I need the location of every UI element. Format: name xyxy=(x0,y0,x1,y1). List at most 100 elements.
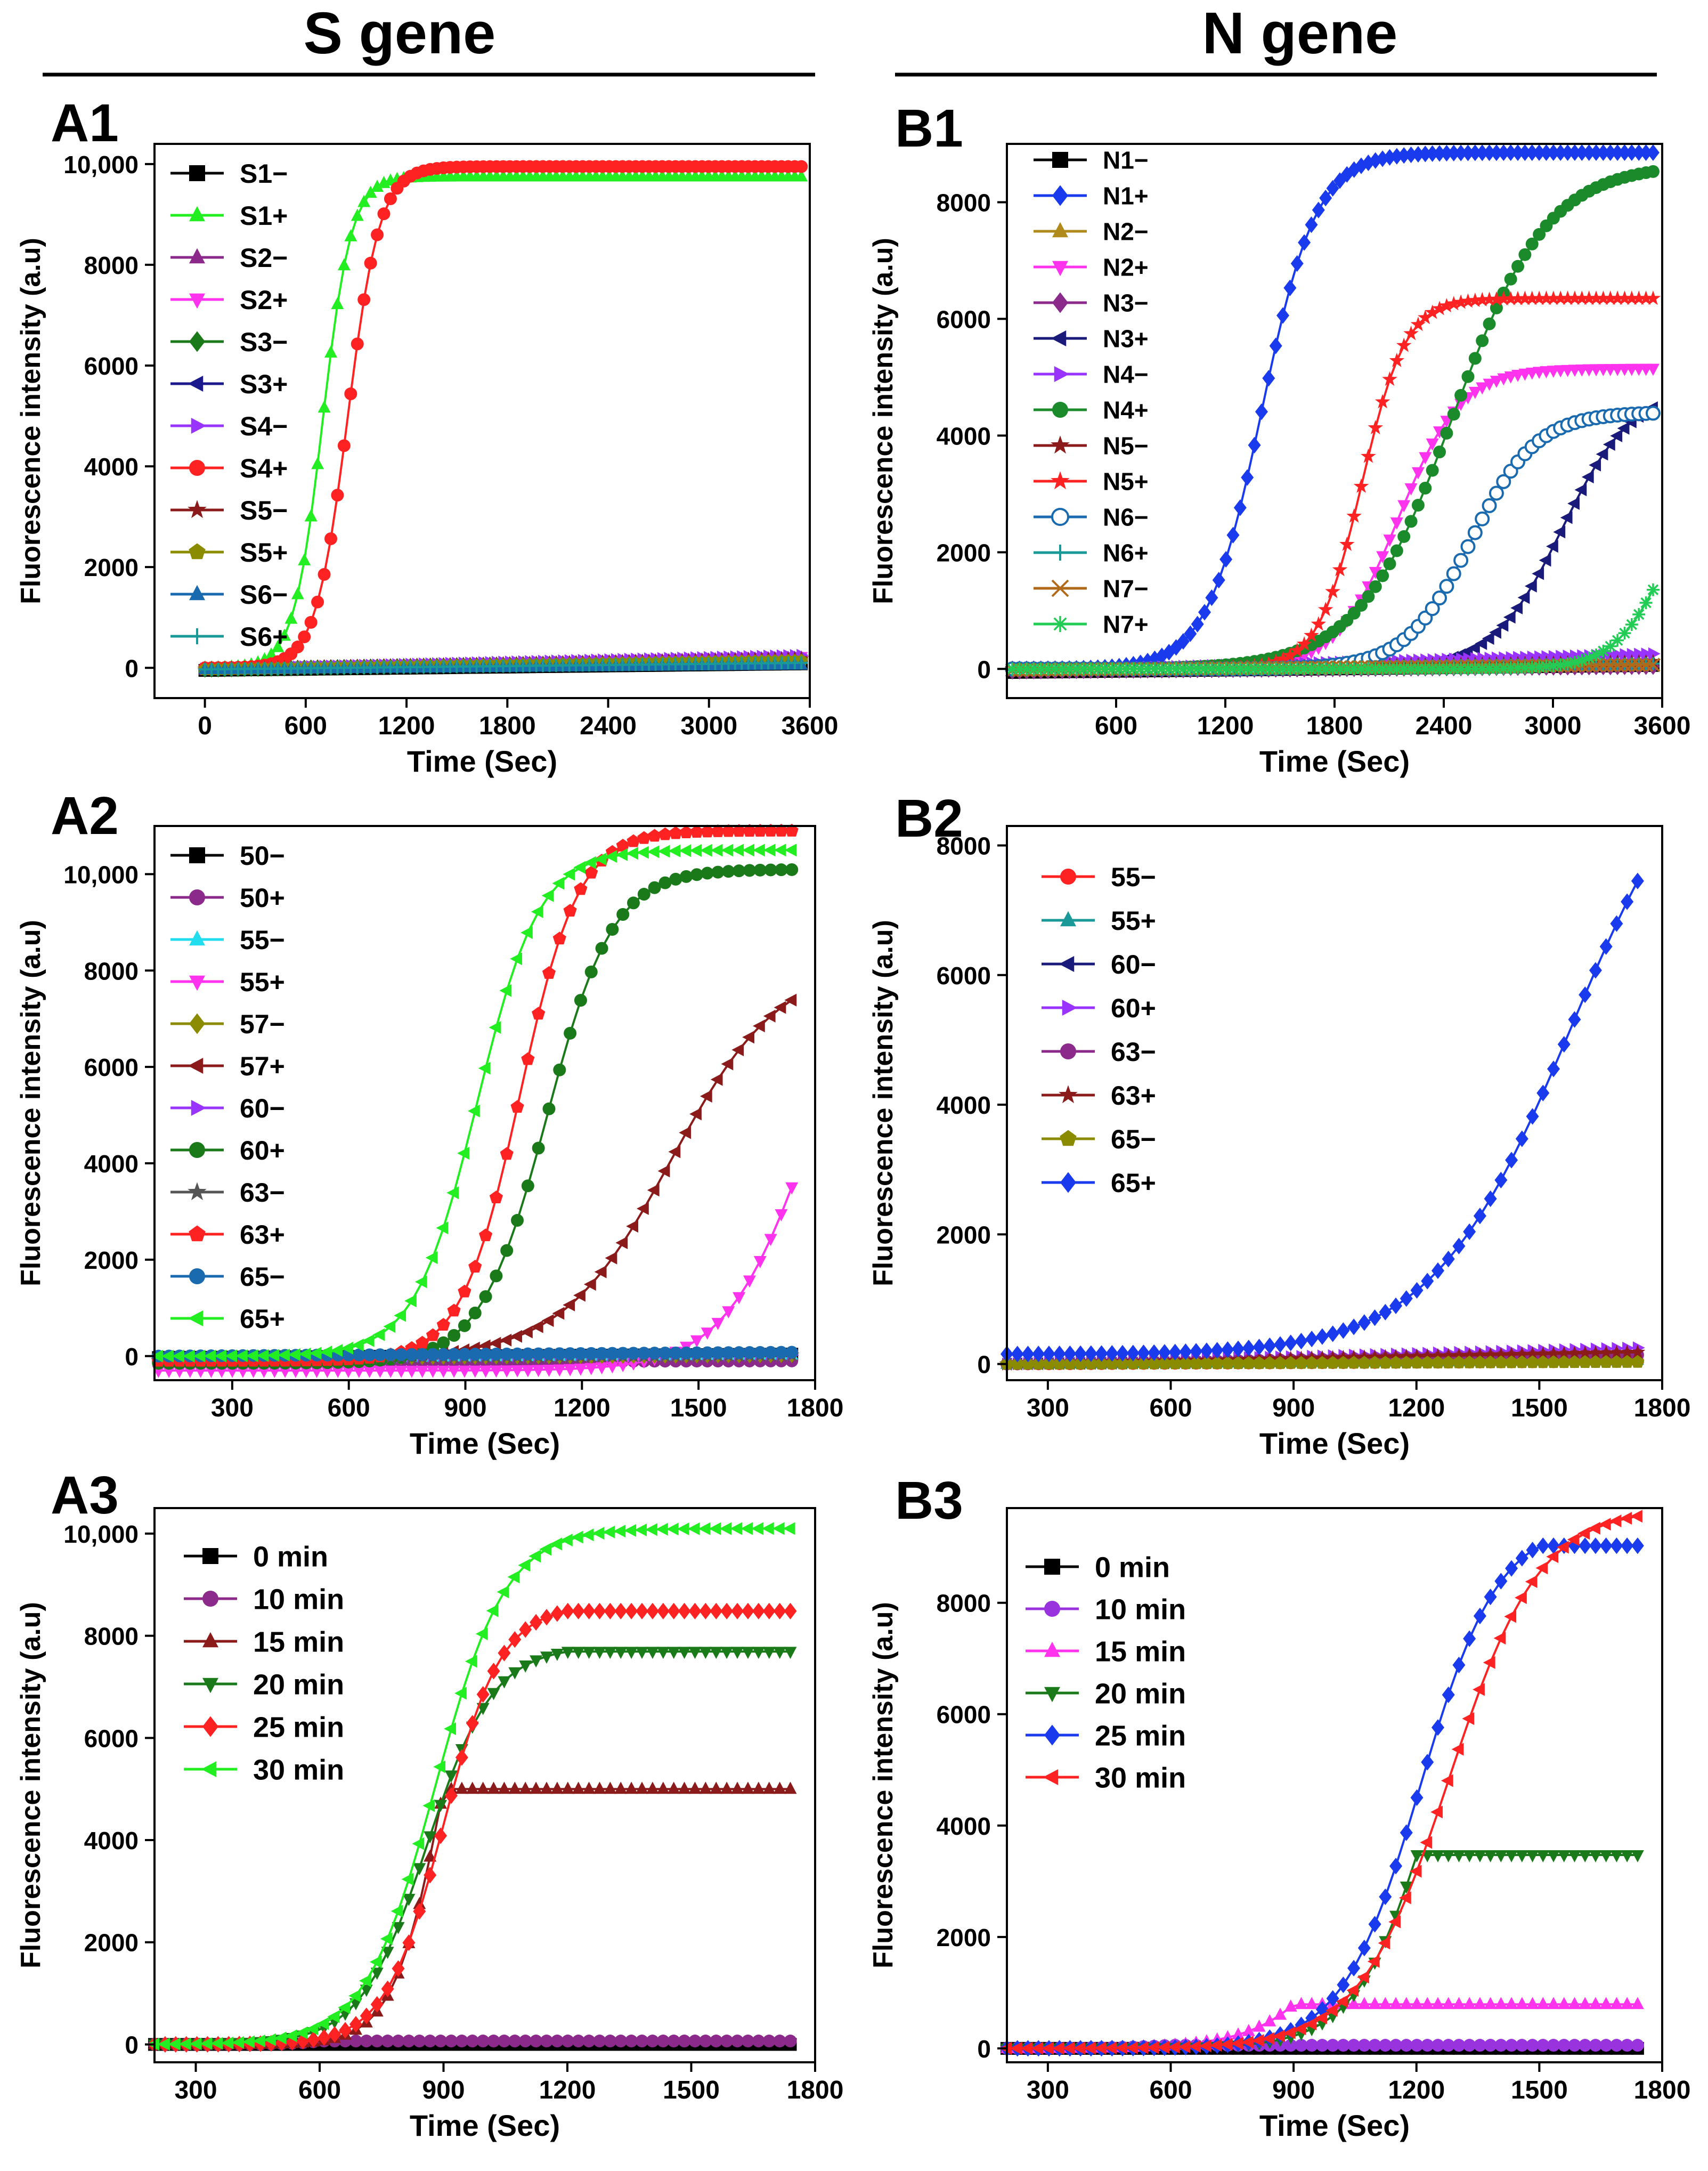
data-point xyxy=(1648,647,1661,660)
data-point xyxy=(647,1184,660,1197)
data-point xyxy=(434,1800,448,1812)
legend-marker xyxy=(189,847,205,863)
data-point xyxy=(688,2035,702,2048)
data-point xyxy=(490,1269,503,1283)
data-point xyxy=(357,195,371,207)
data-point xyxy=(667,1781,680,1794)
data-point xyxy=(402,1893,416,1906)
data-point xyxy=(498,1781,511,1794)
legend-marker xyxy=(1044,1724,1060,1746)
data-point xyxy=(298,630,311,644)
data-point xyxy=(1526,2039,1539,2052)
data-point xyxy=(448,1348,461,1361)
data-point xyxy=(1475,511,1490,526)
legend-label: N6− xyxy=(1103,504,1149,531)
legend-label: 65− xyxy=(240,1262,285,1292)
data-point xyxy=(1084,662,1097,676)
data-point xyxy=(1483,1347,1498,1362)
legend-marker xyxy=(1052,222,1068,238)
data-point xyxy=(584,1347,598,1360)
series-65-plus xyxy=(151,844,797,1363)
data-point xyxy=(1631,872,1644,889)
y-tick-label: 8000 xyxy=(84,957,139,985)
data-point xyxy=(1317,602,1333,617)
data-point xyxy=(1589,1997,1602,2010)
data-point xyxy=(1620,1512,1632,1525)
data-point xyxy=(351,208,364,221)
data-point xyxy=(774,1001,786,1014)
data-point xyxy=(489,1190,503,1204)
legend-label: N2− xyxy=(1103,218,1149,246)
legend-item: 30 min xyxy=(1026,1762,1186,1794)
data-point xyxy=(572,2035,585,2048)
data-point xyxy=(476,2035,490,2048)
legend-marker xyxy=(1052,185,1068,206)
data-point xyxy=(775,1346,788,1359)
series-30-min xyxy=(999,1510,1642,2055)
data-point xyxy=(1442,1355,1455,1368)
data-point xyxy=(318,400,331,413)
legend-label: N7− xyxy=(1103,575,1149,603)
data-point xyxy=(699,1647,712,1659)
data-point xyxy=(1126,1344,1140,1362)
data-point xyxy=(1442,1850,1455,1862)
data-point xyxy=(1355,157,1368,174)
y-axis-label: Fluorescence intensity (a.u) xyxy=(868,238,899,604)
data-point xyxy=(1167,2040,1180,2054)
data-point xyxy=(1514,1346,1530,1361)
data-point xyxy=(499,1333,512,1347)
data-point xyxy=(1210,1356,1224,1370)
data-point xyxy=(773,1781,786,1794)
data-point xyxy=(709,1522,721,1535)
legend-marker xyxy=(189,206,205,222)
legend-item: 30 min xyxy=(184,1754,344,1786)
data-point xyxy=(1596,448,1608,461)
data-point xyxy=(1618,627,1631,640)
legend-label: 60− xyxy=(240,1093,285,1123)
data-point xyxy=(1326,1990,1339,2007)
data-point xyxy=(1269,662,1282,676)
data-point xyxy=(1304,627,1319,642)
data-point xyxy=(1042,662,1055,676)
data-point xyxy=(487,2035,500,2048)
data-point xyxy=(434,1827,448,1844)
data-point xyxy=(416,1335,429,1349)
data-point xyxy=(1454,662,1468,676)
legend-item: N7− xyxy=(1034,575,1149,603)
data-point xyxy=(1646,165,1660,178)
x-tick-label: 1200 xyxy=(1388,2076,1445,2104)
data-point xyxy=(1094,2042,1107,2055)
data-point xyxy=(574,1363,587,1376)
series-15-min xyxy=(148,1781,797,2050)
data-point xyxy=(1590,144,1603,161)
data-point xyxy=(532,1141,545,1155)
data-point xyxy=(648,1347,661,1360)
data-point xyxy=(636,2035,649,2048)
data-point xyxy=(1590,649,1603,662)
data-point xyxy=(1404,483,1418,496)
y-tick-label: 2000 xyxy=(937,1221,991,1249)
data-point xyxy=(1205,589,1218,606)
data-point xyxy=(1452,1656,1466,1674)
data-point xyxy=(1403,326,1419,341)
data-point xyxy=(542,1347,556,1360)
data-point xyxy=(762,2035,776,2048)
legend-label: 55+ xyxy=(240,967,285,997)
data-point xyxy=(731,2035,744,2048)
legend-marker xyxy=(1052,402,1068,418)
data-point xyxy=(1567,1533,1580,1546)
data-point xyxy=(1398,1891,1411,1905)
data-point xyxy=(395,1348,408,1362)
legend-item: S3+ xyxy=(170,369,288,399)
data-point xyxy=(648,881,661,894)
data-point xyxy=(1226,662,1240,676)
data-point xyxy=(698,1522,711,1535)
data-point xyxy=(528,1550,541,1563)
data-point xyxy=(1176,662,1190,676)
legend-item: 25 min xyxy=(1026,1720,1186,1752)
legend-marker xyxy=(1051,579,1069,597)
y-tick-label: 6000 xyxy=(937,962,991,990)
data-point xyxy=(561,2035,574,2048)
data-point xyxy=(478,1062,491,1075)
